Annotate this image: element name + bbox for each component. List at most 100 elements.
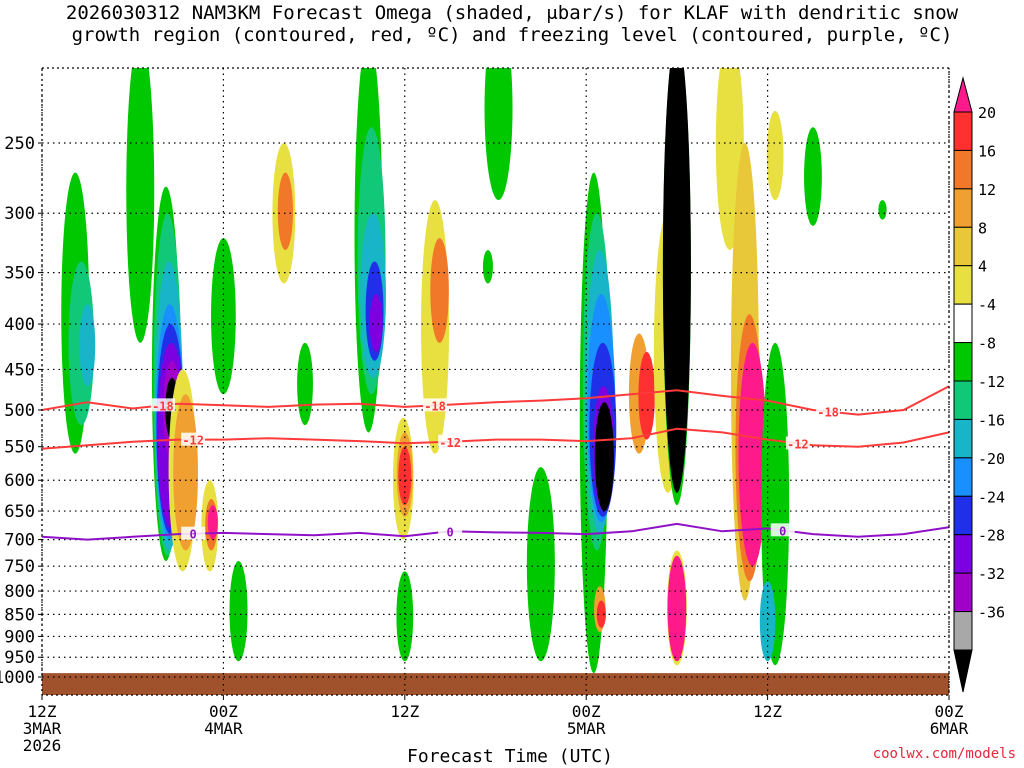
omega-cell	[667, 555, 687, 662]
colorbar-label: 8	[978, 219, 987, 237]
chart-title-line2: growth region (contoured, red, ºC) and f…	[71, 24, 953, 46]
colorbar-segment	[953, 265, 973, 305]
omega-cell	[766, 110, 784, 201]
y-tick-label: 350	[4, 264, 35, 284]
y-tick-label: 750	[4, 557, 35, 577]
omega-cell	[229, 561, 248, 662]
plot-frame	[41, 67, 950, 696]
x-tick-label: 12Z	[28, 702, 57, 721]
colorbar-segment	[953, 534, 973, 574]
omega-cell	[594, 402, 614, 512]
x-tick-label: 2026	[23, 736, 62, 755]
colorbar-bottom-arrow	[953, 649, 973, 693]
omega-cell	[638, 351, 655, 440]
contour-lines: -18 -18 -18 -12 -12 -12 0 0 0	[42, 385, 949, 542]
omega-cell	[297, 342, 313, 426]
colorbar-label: -16	[978, 411, 1005, 429]
x-tick-label: 00Z	[572, 702, 601, 721]
colorbar-label: -20	[978, 450, 1005, 468]
x-tick-label: 12Z	[390, 702, 419, 721]
omega-cell	[804, 127, 822, 226]
colorbar-segment	[953, 303, 973, 344]
colorbar-label: -24	[978, 488, 1005, 506]
colorbar-segment	[953, 188, 973, 228]
colorbar-segment	[953, 342, 973, 382]
y-tick-label: 1000	[0, 668, 35, 688]
colorbar: 20 16 12 8 4 -4 -8 -12 -16 -20 -24 -28 -32 -36	[953, 76, 1005, 693]
y-tick-label: 450	[4, 360, 35, 380]
colorbar-label: -4	[978, 296, 996, 314]
y-tick-label: 800	[4, 582, 35, 602]
y-tick-label: 900	[4, 627, 35, 647]
x-tick-label: 12Z	[753, 702, 782, 721]
omega-cell	[126, 68, 155, 343]
omega-cell	[878, 200, 887, 220]
x-axis-label: Forecast Time (UTC)	[407, 746, 613, 767]
colorbar-segment	[953, 418, 973, 459]
contour-label-bg	[438, 434, 463, 448]
omega-cell	[430, 238, 449, 343]
contour-label-bg	[816, 404, 841, 418]
contour-label: -12	[439, 436, 461, 450]
omega-cell	[207, 505, 218, 540]
ground-layer	[42, 673, 949, 695]
omega-shading	[61, 68, 887, 674]
isotherm--18	[42, 385, 949, 416]
y-tick-label: 950	[4, 648, 35, 668]
contour-label-bg	[181, 432, 206, 446]
colorbar-label: -12	[978, 373, 1005, 391]
y-tick-label: 500	[4, 401, 35, 421]
contour-label-bg	[438, 524, 463, 538]
colorbar-segment	[953, 495, 973, 536]
x-tick-label: 5MAR	[567, 719, 606, 738]
colorbar-label: -8	[978, 335, 996, 353]
x-tick-label: 3MAR	[23, 719, 62, 738]
contour-label: -18	[424, 399, 446, 413]
colorbar-segment	[953, 111, 973, 151]
colorbar-top-arrow	[953, 76, 973, 113]
contour-label-bg	[423, 398, 448, 412]
omega-cell	[662, 68, 691, 493]
x-tick-label: 6MAR	[930, 719, 969, 738]
y-tick-label: 650	[4, 502, 35, 522]
contour-label-bg	[770, 523, 795, 537]
colorbar-label: 16	[978, 142, 996, 160]
contour-label: 0	[190, 528, 197, 542]
colorbar-label: -32	[978, 565, 1005, 583]
contour-label: -18	[152, 399, 174, 413]
colorbar-label: 12	[978, 181, 996, 199]
credit-text: coolwx.com/models	[872, 746, 1016, 762]
colorbar-segment	[953, 611, 973, 651]
colorbar-label: 20	[978, 104, 996, 122]
chart-title-line1: 2026030312 NAM3KM Forecast Omega (shaded…	[65, 2, 959, 24]
omega-cell	[482, 249, 493, 284]
contour-label: 0	[779, 524, 786, 538]
axes: 2503003504004505005506006507007508008509…	[0, 67, 969, 755]
contour-label: -18	[817, 406, 839, 420]
contour-label: -12	[182, 434, 204, 448]
colorbar-segment	[953, 149, 973, 190]
contour-label: -12	[787, 437, 809, 451]
y-tick-label: 400	[4, 315, 35, 335]
y-tick-label: 700	[4, 531, 35, 551]
omega-cell	[526, 467, 555, 662]
contour-label-bg	[785, 436, 810, 450]
colorbar-label: 4	[978, 258, 987, 276]
y-tick-label: 300	[4, 204, 35, 224]
colorbar-segment	[953, 572, 973, 613]
omega-cell	[484, 68, 513, 201]
contour-label: 0	[447, 525, 454, 539]
x-tick-label: 00Z	[209, 702, 238, 721]
colorbar-label: -36	[978, 604, 1005, 622]
omega-cell	[759, 581, 776, 662]
colorbar-segment	[953, 457, 973, 497]
y-tick-label: 600	[4, 471, 35, 491]
contour-label-bg	[181, 526, 206, 540]
colorbar-segment	[953, 380, 973, 420]
colorbar-label: -28	[978, 527, 1005, 545]
colorbar-segment	[953, 226, 973, 267]
omega-cell	[396, 571, 414, 662]
contour-label-bg	[150, 398, 175, 412]
y-tick-label: 850	[4, 605, 35, 625]
